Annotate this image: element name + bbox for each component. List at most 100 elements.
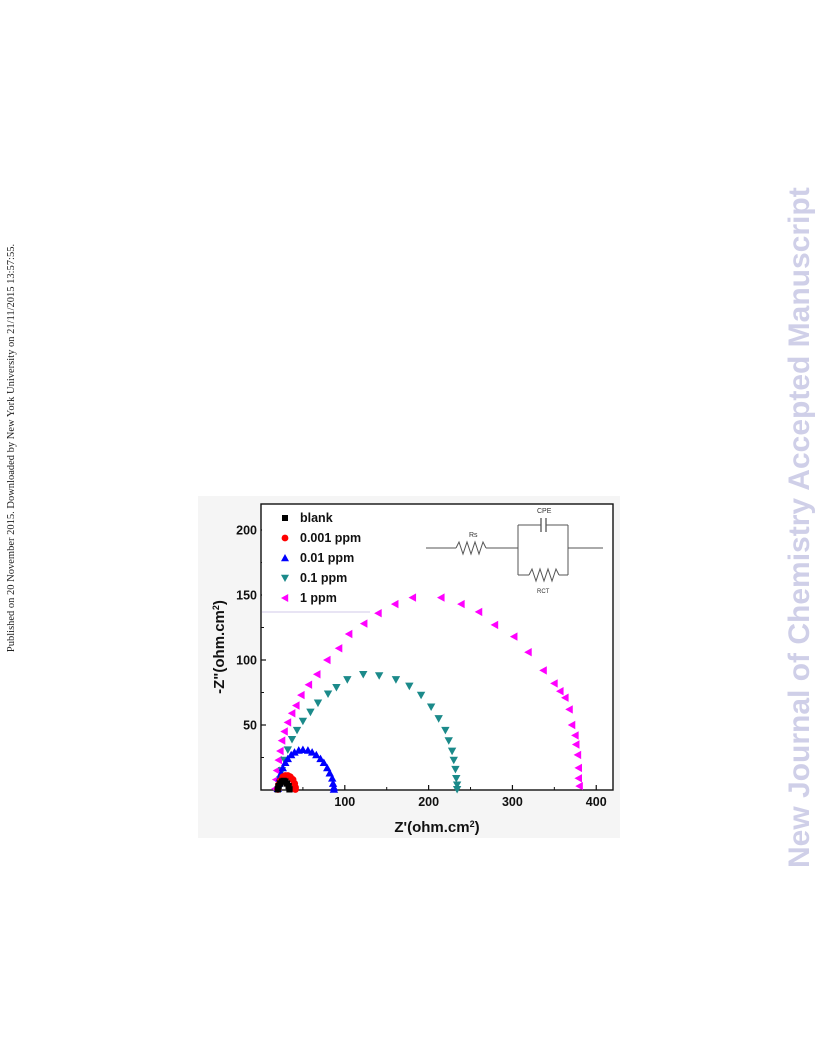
data-point-3-5 xyxy=(287,735,297,744)
data-point-1-10 xyxy=(291,785,299,793)
inset-label-rs: Rs xyxy=(469,532,478,539)
data-point-4-2 xyxy=(272,766,281,775)
x-axis-label: Z'(ohm.cm2) xyxy=(394,819,479,836)
legend-marker-4 xyxy=(281,594,289,602)
data-point-3-25 xyxy=(452,774,461,783)
data-point-2-21 xyxy=(329,785,339,793)
data-point-4-35 xyxy=(574,763,582,773)
data-point-4-23 xyxy=(490,620,499,630)
data-point-3-24 xyxy=(451,765,460,774)
data-point-4-27 xyxy=(550,679,558,688)
y-tick-label: 100 xyxy=(236,654,257,668)
legend-marker-3 xyxy=(281,574,289,582)
data-point-3-4 xyxy=(283,746,293,754)
data-point-4-8 xyxy=(287,709,296,718)
data-point-4-10 xyxy=(297,690,305,700)
data-point-2-6 xyxy=(283,754,293,763)
legend-marker-1 xyxy=(281,534,289,542)
data-point-4-19 xyxy=(408,593,417,602)
data-point-4-13 xyxy=(323,655,331,665)
data-point-3-6 xyxy=(292,726,302,735)
equivalent-circuit-inset: Rs CPE RCT xyxy=(426,508,603,595)
data-point-4-32 xyxy=(571,731,579,740)
data-point-2-12 xyxy=(307,748,317,756)
y-tick-label: 50 xyxy=(243,719,257,733)
data-point-4-17 xyxy=(374,609,382,618)
x-tick-label: 400 xyxy=(586,795,607,809)
data-point-0-0 xyxy=(274,786,281,793)
data-point-4-22 xyxy=(474,607,483,617)
data-point-2-4 xyxy=(278,763,287,772)
data-point-4-7 xyxy=(283,718,292,727)
data-point-3-19 xyxy=(434,715,443,723)
data-point-4-33 xyxy=(571,740,580,749)
data-point-3-10 xyxy=(323,690,333,698)
data-point-4-11 xyxy=(304,680,313,689)
data-point-3-8 xyxy=(306,708,315,717)
publication-note: Published on 20 November 2015. Downloade… xyxy=(6,243,17,653)
x-tick-label: 300 xyxy=(502,795,523,809)
data-point-4-37 xyxy=(575,781,583,791)
axis-ticks: 100 200 300 400 50 100 150 200 xyxy=(236,524,607,810)
data-point-4-30 xyxy=(565,705,573,714)
data-point-3-7 xyxy=(298,717,308,726)
data-point-3-23 xyxy=(449,756,458,765)
legend-label-0: blank xyxy=(300,511,333,525)
data-point-2-13 xyxy=(312,750,321,759)
data-point-4-28 xyxy=(556,687,564,696)
data-point-4-18 xyxy=(390,599,399,609)
data-point-3-13 xyxy=(359,670,368,679)
rct-resistor xyxy=(528,567,560,583)
y-tick-label: 150 xyxy=(236,589,257,603)
data-point-4-29 xyxy=(561,693,569,702)
legend-label-3: 0.1 ppm xyxy=(300,571,347,585)
nyquist-figure: 100 200 300 400 50 100 150 200 blank 0.001 ppm 0.… xyxy=(198,496,620,838)
data-point-3-18 xyxy=(426,703,436,711)
data-point-4-9 xyxy=(292,701,300,710)
data-point-2-14 xyxy=(316,754,325,763)
data-point-4-24 xyxy=(509,632,518,641)
rs-resistor xyxy=(455,540,487,556)
data-point-4-4 xyxy=(276,746,284,756)
data-point-3-14 xyxy=(374,672,384,680)
legend-label-2: 0.01 ppm xyxy=(300,551,354,565)
legend-marker-2 xyxy=(281,554,289,562)
data-point-4-26 xyxy=(539,666,547,675)
data-point-4-16 xyxy=(359,619,368,628)
data-point-4-21 xyxy=(457,599,465,609)
data-point-4-15 xyxy=(344,629,353,639)
data-point-2-19 xyxy=(328,779,338,787)
data-points xyxy=(271,593,583,794)
y-axis-label: -Z"(ohm.cm2) xyxy=(211,600,228,694)
data-point-4-25 xyxy=(524,648,532,657)
data-point-4-36 xyxy=(574,774,582,783)
data-point-2-11 xyxy=(303,746,313,754)
data-point-4-5 xyxy=(277,736,286,745)
data-point-3-22 xyxy=(447,747,457,756)
data-point-4-12 xyxy=(312,670,321,679)
data-point-3-21 xyxy=(444,737,453,745)
data-point-2-5 xyxy=(281,758,290,767)
data-point-0-8 xyxy=(286,786,293,793)
data-point-3-12 xyxy=(343,676,352,684)
data-point-3-17 xyxy=(416,691,426,700)
data-point-3-20 xyxy=(441,726,450,735)
legend-label-4: 1 ppm xyxy=(300,591,337,605)
data-point-4-3 xyxy=(274,755,282,765)
data-point-3-15 xyxy=(391,676,401,684)
data-point-3-26 xyxy=(452,781,462,789)
x-tick-label: 200 xyxy=(418,795,439,809)
data-point-2-15 xyxy=(319,758,329,767)
data-point-2-16 xyxy=(323,763,332,772)
data-point-0-7 xyxy=(285,782,292,790)
data-point-2-10 xyxy=(298,745,308,754)
data-point-2-17 xyxy=(325,768,334,777)
data-point-3-11 xyxy=(332,683,341,692)
data-point-4-34 xyxy=(573,750,582,760)
legend: blank 0.001 ppm 0.01 ppm 0.1 ppm 1 ppm xyxy=(262,505,370,613)
data-point-2-8 xyxy=(290,748,299,756)
data-point-4-14 xyxy=(334,644,343,653)
inset-label-cpe: CPE xyxy=(537,508,552,515)
nyquist-chart: 100 200 300 400 50 100 150 200 blank 0.001 ppm 0.… xyxy=(198,496,620,838)
y-tick-label: 200 xyxy=(236,524,257,538)
